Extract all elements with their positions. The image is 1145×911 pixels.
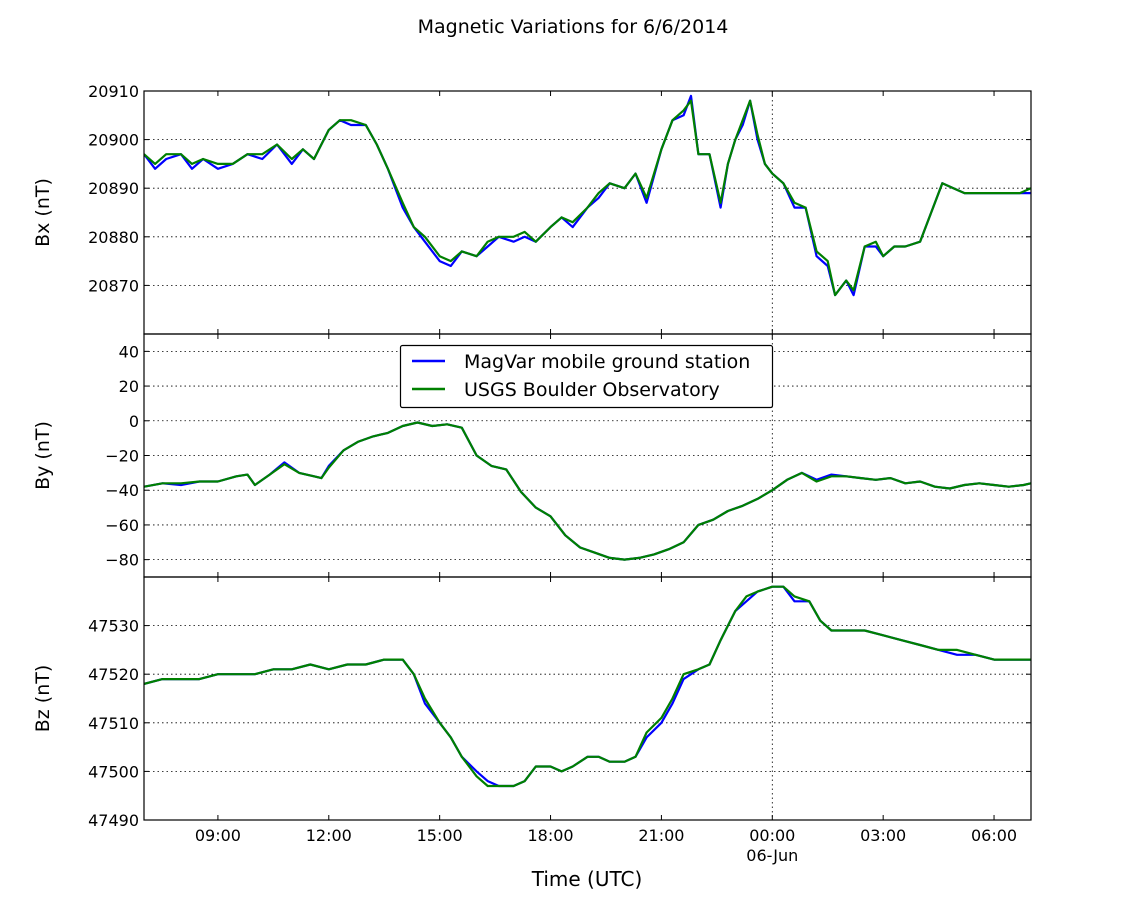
x-tick-label: 06:00 bbox=[971, 826, 1017, 845]
bx-series-magvar-line bbox=[144, 94, 1031, 297]
bx-y-tick-label: 20910 bbox=[88, 82, 139, 101]
chart-title: Magnetic Variations for 6/6/2014 bbox=[418, 16, 729, 38]
x-tick-sublabel: 06-Jun bbox=[746, 846, 798, 865]
by-panel: −80 −60 −40 −20 0 20 40 By (nT) bbox=[32, 333, 1032, 578]
bx-y-axis-label: Bx (nT) bbox=[32, 178, 54, 247]
legend: MagVar mobile ground station USGS Boulder… bbox=[399, 344, 774, 409]
x-tick-label: 18:00 bbox=[527, 826, 573, 845]
legend-box bbox=[399, 344, 774, 409]
by-series-usgs-line bbox=[144, 421, 1031, 561]
x-tick-label: 09:00 bbox=[195, 826, 241, 845]
bx-y-tick-label: 20870 bbox=[88, 276, 139, 295]
by-y-tick-label: −40 bbox=[105, 481, 139, 500]
by-series-magvar-line bbox=[144, 421, 1031, 561]
x-tick-label: 03:00 bbox=[860, 826, 906, 845]
x-tick-label: 12:00 bbox=[306, 826, 352, 845]
by-y-tick-label: −20 bbox=[105, 447, 139, 466]
x-tick-label: 00:00 bbox=[749, 826, 795, 845]
bz-y-tick-label: 47510 bbox=[88, 714, 139, 733]
bx-y-tick-label: 20900 bbox=[88, 131, 139, 150]
legend-label-usgs: USGS Boulder Observatory bbox=[464, 379, 720, 401]
bz-panel: 47490 47500 47510 47520 47530 Bz (nT) bbox=[32, 576, 1032, 830]
bx-series-usgs-line bbox=[144, 99, 1031, 297]
by-y-tick-label: 20 bbox=[119, 377, 139, 396]
bx-panel: 20870 20880 20890 20900 20910 Bx (nT) bbox=[32, 82, 1032, 335]
legend-label-magvar: MagVar mobile ground station bbox=[464, 351, 750, 373]
bz-y-tick-label: 47490 bbox=[88, 811, 139, 830]
bx-panel-frame bbox=[143, 90, 1032, 335]
x-axis-label: Time (UTC) bbox=[531, 867, 643, 891]
x-tick-label: 15:00 bbox=[417, 826, 463, 845]
bz-series-usgs-line bbox=[144, 585, 1031, 788]
bz-y-tick-label: 47520 bbox=[88, 665, 139, 684]
bz-y-axis-label: Bz (nT) bbox=[32, 665, 54, 733]
x-tick-label: 21:00 bbox=[638, 826, 684, 845]
by-y-tick-label: −60 bbox=[105, 516, 139, 535]
bx-y-tick-label: 20890 bbox=[88, 179, 139, 198]
by-y-tick-label: −80 bbox=[105, 551, 139, 570]
bx-y-tick-label: 20880 bbox=[88, 228, 139, 247]
by-y-axis-label: By (nT) bbox=[32, 421, 54, 490]
by-y-tick-label: 40 bbox=[119, 342, 139, 361]
bz-y-tick-label: 47500 bbox=[88, 762, 139, 781]
bz-panel-frame bbox=[143, 576, 1032, 821]
bz-y-tick-label: 47530 bbox=[88, 617, 139, 636]
by-y-tick-label: 0 bbox=[129, 412, 139, 431]
